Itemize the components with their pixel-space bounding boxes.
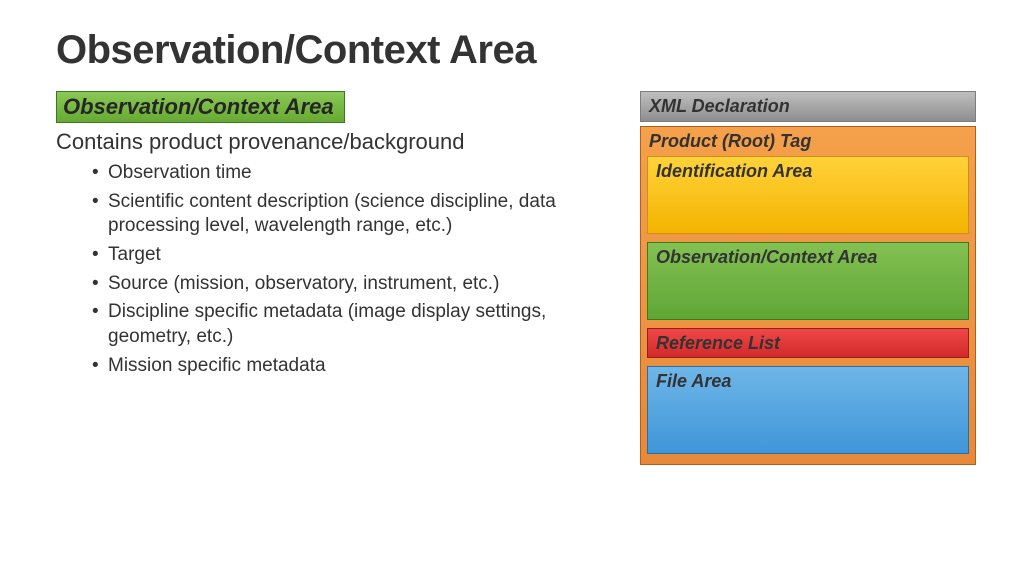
list-item: Discipline specific metadata (image disp… bbox=[92, 300, 616, 349]
box-observation-context-area: Observation/Context Area bbox=[647, 242, 969, 320]
box-reference-list: Reference List bbox=[647, 328, 969, 358]
box-identification-area: Identification Area bbox=[647, 156, 969, 234]
list-item: Mission specific metadata bbox=[92, 354, 616, 379]
box-product-root: Product (Root) Tag Identification Area O… bbox=[640, 126, 976, 465]
structure-stack: XML Declaration Product (Root) Tag Ident… bbox=[640, 91, 976, 465]
section-head: Observation/Context Area bbox=[56, 91, 345, 123]
list-item: Target bbox=[92, 243, 616, 268]
box-file-area: File Area bbox=[647, 366, 969, 454]
page-title: Observation/Context Area bbox=[56, 28, 976, 73]
inner-stack: Identification Area Observation/Context … bbox=[641, 156, 975, 458]
bullet-list: Observation time Scientific content desc… bbox=[56, 161, 616, 379]
columns: Observation/Context Area Contains produc… bbox=[56, 91, 976, 469]
box-label: Reference List bbox=[648, 329, 968, 358]
section-subhead: Contains product provenance/background bbox=[56, 129, 616, 155]
right-column: XML Declaration Product (Root) Tag Ident… bbox=[640, 91, 976, 469]
slide: Observation/Context Area Observation/Con… bbox=[0, 0, 1024, 576]
box-label: File Area bbox=[648, 367, 968, 396]
box-label: Identification Area bbox=[648, 157, 968, 186]
box-label: Product (Root) Tag bbox=[641, 127, 975, 156]
list-item: Source (mission, observatory, instrument… bbox=[92, 272, 616, 297]
box-label: Observation/Context Area bbox=[648, 243, 968, 272]
left-column: Observation/Context Area Contains produc… bbox=[56, 91, 616, 469]
list-item: Scientific content description (science … bbox=[92, 190, 616, 239]
list-item: Observation time bbox=[92, 161, 616, 186]
box-xml-declaration: XML Declaration bbox=[640, 91, 976, 122]
box-label: XML Declaration bbox=[641, 92, 975, 121]
